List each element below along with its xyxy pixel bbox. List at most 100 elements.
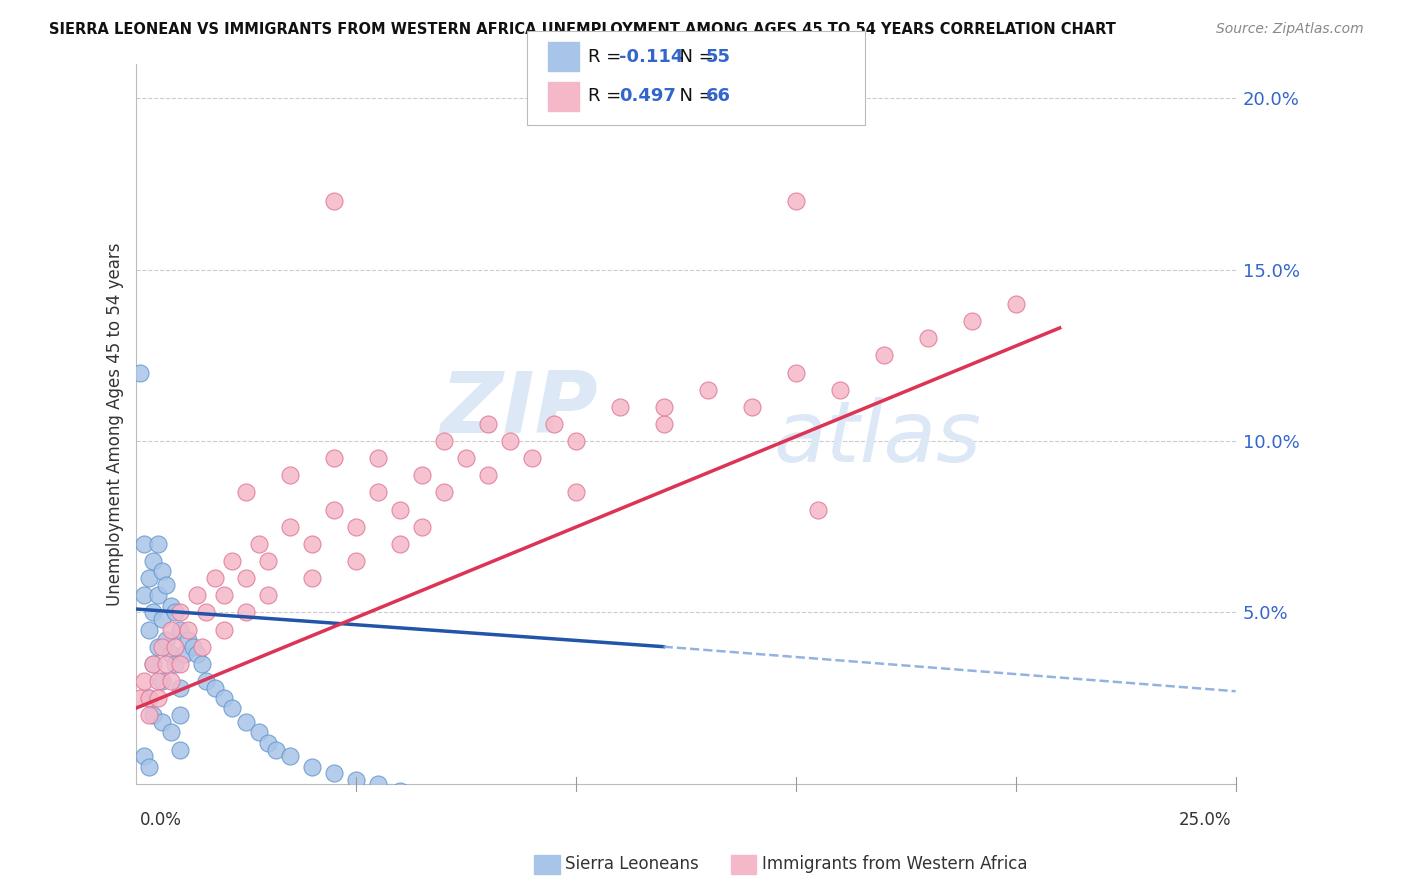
Point bbox=[411, 787, 433, 801]
Text: 0.497: 0.497 bbox=[619, 87, 675, 105]
Point bbox=[169, 606, 191, 620]
Point bbox=[807, 502, 830, 516]
Point bbox=[212, 623, 235, 637]
Point bbox=[186, 647, 208, 661]
Point bbox=[543, 417, 565, 431]
Point bbox=[247, 725, 270, 739]
Point bbox=[235, 571, 257, 585]
Point bbox=[564, 811, 586, 825]
Point bbox=[142, 606, 165, 620]
Point bbox=[696, 383, 718, 397]
Point bbox=[212, 691, 235, 706]
Point bbox=[150, 640, 173, 654]
Text: SIERRA LEONEAN VS IMMIGRANTS FROM WESTERN AFRICA UNEMPLOYMENT AMONG AGES 45 TO 5: SIERRA LEONEAN VS IMMIGRANTS FROM WESTER… bbox=[49, 22, 1116, 37]
Point bbox=[785, 366, 807, 380]
Point bbox=[169, 657, 191, 671]
Text: atlas: atlas bbox=[773, 397, 981, 480]
Point bbox=[155, 632, 177, 647]
Point bbox=[322, 194, 344, 209]
Point bbox=[134, 673, 156, 688]
Point bbox=[652, 822, 675, 836]
Point bbox=[872, 348, 894, 362]
Point bbox=[477, 417, 499, 431]
Point bbox=[477, 468, 499, 483]
Point bbox=[159, 647, 181, 661]
Text: Source: ZipAtlas.com: Source: ZipAtlas.com bbox=[1216, 22, 1364, 37]
Point bbox=[344, 554, 367, 568]
Text: N =: N = bbox=[668, 87, 720, 105]
Point bbox=[609, 818, 631, 832]
Text: Immigrants from Western Africa: Immigrants from Western Africa bbox=[762, 855, 1028, 873]
Point bbox=[301, 759, 323, 773]
Point bbox=[159, 599, 181, 613]
Point bbox=[186, 588, 208, 602]
Point bbox=[411, 520, 433, 534]
Point bbox=[520, 807, 543, 822]
Text: 0.0%: 0.0% bbox=[141, 811, 181, 830]
Point bbox=[432, 434, 454, 448]
Point bbox=[652, 417, 675, 431]
Point bbox=[194, 673, 217, 688]
Point bbox=[150, 715, 173, 730]
Point bbox=[388, 537, 411, 551]
Point bbox=[454, 451, 477, 466]
Point bbox=[278, 749, 301, 764]
Point bbox=[221, 554, 243, 568]
Point bbox=[344, 520, 367, 534]
Point bbox=[278, 468, 301, 483]
Text: Sierra Leoneans: Sierra Leoneans bbox=[565, 855, 699, 873]
Point bbox=[165, 640, 187, 654]
Point bbox=[221, 701, 243, 715]
Point bbox=[256, 588, 278, 602]
Point bbox=[181, 640, 204, 654]
Point bbox=[367, 777, 389, 791]
Point bbox=[256, 736, 278, 750]
Point bbox=[247, 537, 270, 551]
Point bbox=[142, 657, 165, 671]
Point bbox=[652, 400, 675, 414]
Point bbox=[150, 673, 173, 688]
Point bbox=[278, 520, 301, 534]
Text: R =: R = bbox=[588, 47, 627, 65]
Point bbox=[266, 742, 288, 756]
Point bbox=[388, 502, 411, 516]
Point bbox=[134, 588, 156, 602]
Point bbox=[256, 554, 278, 568]
Point bbox=[142, 554, 165, 568]
Point bbox=[828, 383, 851, 397]
Point bbox=[169, 708, 191, 723]
Point bbox=[917, 331, 939, 345]
Text: N =: N = bbox=[668, 47, 720, 65]
Point bbox=[177, 632, 200, 647]
Point bbox=[1004, 297, 1026, 311]
Point bbox=[138, 571, 160, 585]
Text: ZIP: ZIP bbox=[440, 368, 598, 451]
Point bbox=[194, 606, 217, 620]
Point bbox=[159, 623, 181, 637]
Point bbox=[138, 759, 160, 773]
Point bbox=[169, 623, 191, 637]
Point bbox=[432, 485, 454, 500]
Point bbox=[432, 794, 454, 808]
Point bbox=[609, 400, 631, 414]
Point bbox=[138, 708, 160, 723]
Point bbox=[204, 681, 226, 695]
Point bbox=[344, 773, 367, 788]
Point bbox=[322, 766, 344, 780]
Point bbox=[741, 400, 763, 414]
Text: -0.114: -0.114 bbox=[619, 47, 683, 65]
Point bbox=[146, 588, 169, 602]
Point bbox=[129, 691, 152, 706]
Point bbox=[150, 612, 173, 626]
Point bbox=[477, 801, 499, 815]
Point bbox=[146, 640, 169, 654]
Text: 66: 66 bbox=[706, 87, 731, 105]
Point bbox=[301, 571, 323, 585]
Point bbox=[322, 451, 344, 466]
Point bbox=[138, 691, 160, 706]
Point bbox=[785, 194, 807, 209]
Point bbox=[564, 434, 586, 448]
Point bbox=[212, 588, 235, 602]
Point bbox=[138, 691, 160, 706]
Point bbox=[190, 657, 212, 671]
